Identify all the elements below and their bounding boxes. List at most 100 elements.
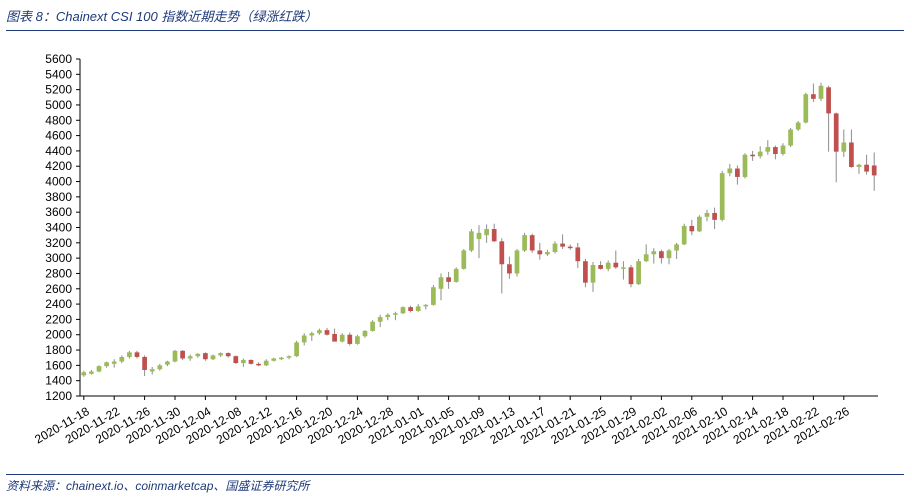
chart-title: 图表 8：Chainext CSI 100 指数近期走势（绿涨红跌）: [6, 9, 318, 24]
candle: [537, 242, 543, 260]
y-tick-label: 2400: [45, 297, 72, 311]
candle: [491, 223, 497, 243]
candle: [362, 330, 368, 338]
candle-body-down: [712, 212, 717, 220]
candle: [742, 153, 748, 179]
candle: [719, 170, 725, 222]
candle-body-up: [681, 225, 687, 245]
title-divider: [6, 30, 904, 31]
candle-body-down: [575, 247, 581, 262]
y-tick-label: 3800: [45, 190, 72, 204]
y-tick-label: 4400: [45, 144, 72, 158]
candle-body-up: [795, 122, 801, 130]
candle: [674, 242, 679, 259]
candle: [165, 360, 170, 367]
candle: [712, 207, 717, 230]
candle-body-up: [780, 145, 786, 154]
candle: [423, 304, 429, 310]
candle: [309, 331, 315, 341]
candle: [241, 358, 246, 367]
candle: [826, 85, 831, 152]
candle: [590, 261, 596, 292]
candle: [795, 121, 801, 131]
candle-body-up: [545, 252, 550, 255]
candle-body-down: [628, 267, 634, 285]
candle: [347, 332, 353, 346]
candle-body-up: [400, 307, 406, 314]
candle: [567, 244, 573, 250]
candle: [818, 82, 824, 102]
candle: [499, 238, 505, 294]
candle-body-up: [355, 336, 360, 344]
candle-body-up: [317, 330, 322, 334]
candle: [780, 143, 786, 156]
candle-body-up: [127, 352, 132, 357]
candle-body-up: [393, 313, 398, 315]
candle-body-down: [864, 164, 869, 172]
candle: [476, 225, 482, 259]
candle-body-down: [324, 330, 330, 335]
candle-body-up: [263, 360, 269, 366]
source-note: 资料来源：chainext.io、coinmarketcap、国盛证券研究所: [6, 479, 310, 493]
candle-body-up: [172, 350, 178, 362]
candle: [757, 146, 763, 159]
candle-body-up: [362, 330, 368, 337]
candle-body-down: [613, 262, 619, 268]
candle-body-down: [598, 265, 603, 269]
candle-body-up: [104, 362, 109, 367]
candle: [339, 333, 345, 343]
footer-divider: [6, 474, 904, 475]
candle: [370, 320, 375, 332]
candle: [552, 241, 558, 254]
candle: [453, 267, 459, 283]
candle-body-up: [704, 212, 710, 217]
candle-body-down: [659, 251, 664, 259]
candle: [317, 328, 322, 335]
candle: [507, 256, 512, 279]
candle-body-up: [339, 334, 345, 342]
candle-body-up: [765, 147, 771, 152]
candle: [408, 305, 413, 313]
candle-body-down: [134, 352, 140, 357]
candle: [583, 258, 588, 288]
candle-body-up: [461, 250, 467, 269]
candle-body-up: [81, 372, 87, 376]
candle: [621, 261, 626, 280]
y-tick-label: 1400: [45, 374, 72, 388]
candle-body-up: [514, 250, 520, 274]
candle: [301, 333, 307, 346]
candle: [484, 224, 489, 243]
candle-body-up: [301, 335, 307, 343]
candle-body-up: [674, 244, 679, 251]
candle: [96, 365, 102, 373]
candle: [393, 311, 398, 321]
candle: [727, 163, 733, 177]
candle-body-up: [271, 358, 277, 361]
candle: [560, 234, 565, 249]
candle: [119, 355, 125, 364]
candle: [628, 265, 634, 288]
y-tick-label: 3000: [45, 251, 72, 265]
candle-body-down: [560, 243, 565, 247]
candle-body-up: [286, 356, 292, 358]
y-tick-label: 3600: [45, 205, 72, 219]
candle-body-down: [773, 147, 778, 154]
candle-body-up: [522, 235, 527, 251]
candle: [142, 355, 147, 377]
candle-body-up: [651, 251, 657, 255]
candle-body-down: [180, 350, 185, 359]
candle-body-down: [849, 142, 854, 167]
candle: [446, 271, 451, 289]
candle: [324, 327, 330, 336]
candle-body-up: [294, 342, 299, 357]
candle-body-up: [856, 164, 862, 167]
candle-body-up: [89, 371, 94, 374]
candle: [187, 354, 193, 361]
y-tick-label: 1800: [45, 343, 72, 357]
candle: [864, 154, 869, 175]
candle-body-up: [552, 243, 558, 253]
candle-body-up: [119, 356, 125, 362]
candle: [271, 357, 277, 362]
